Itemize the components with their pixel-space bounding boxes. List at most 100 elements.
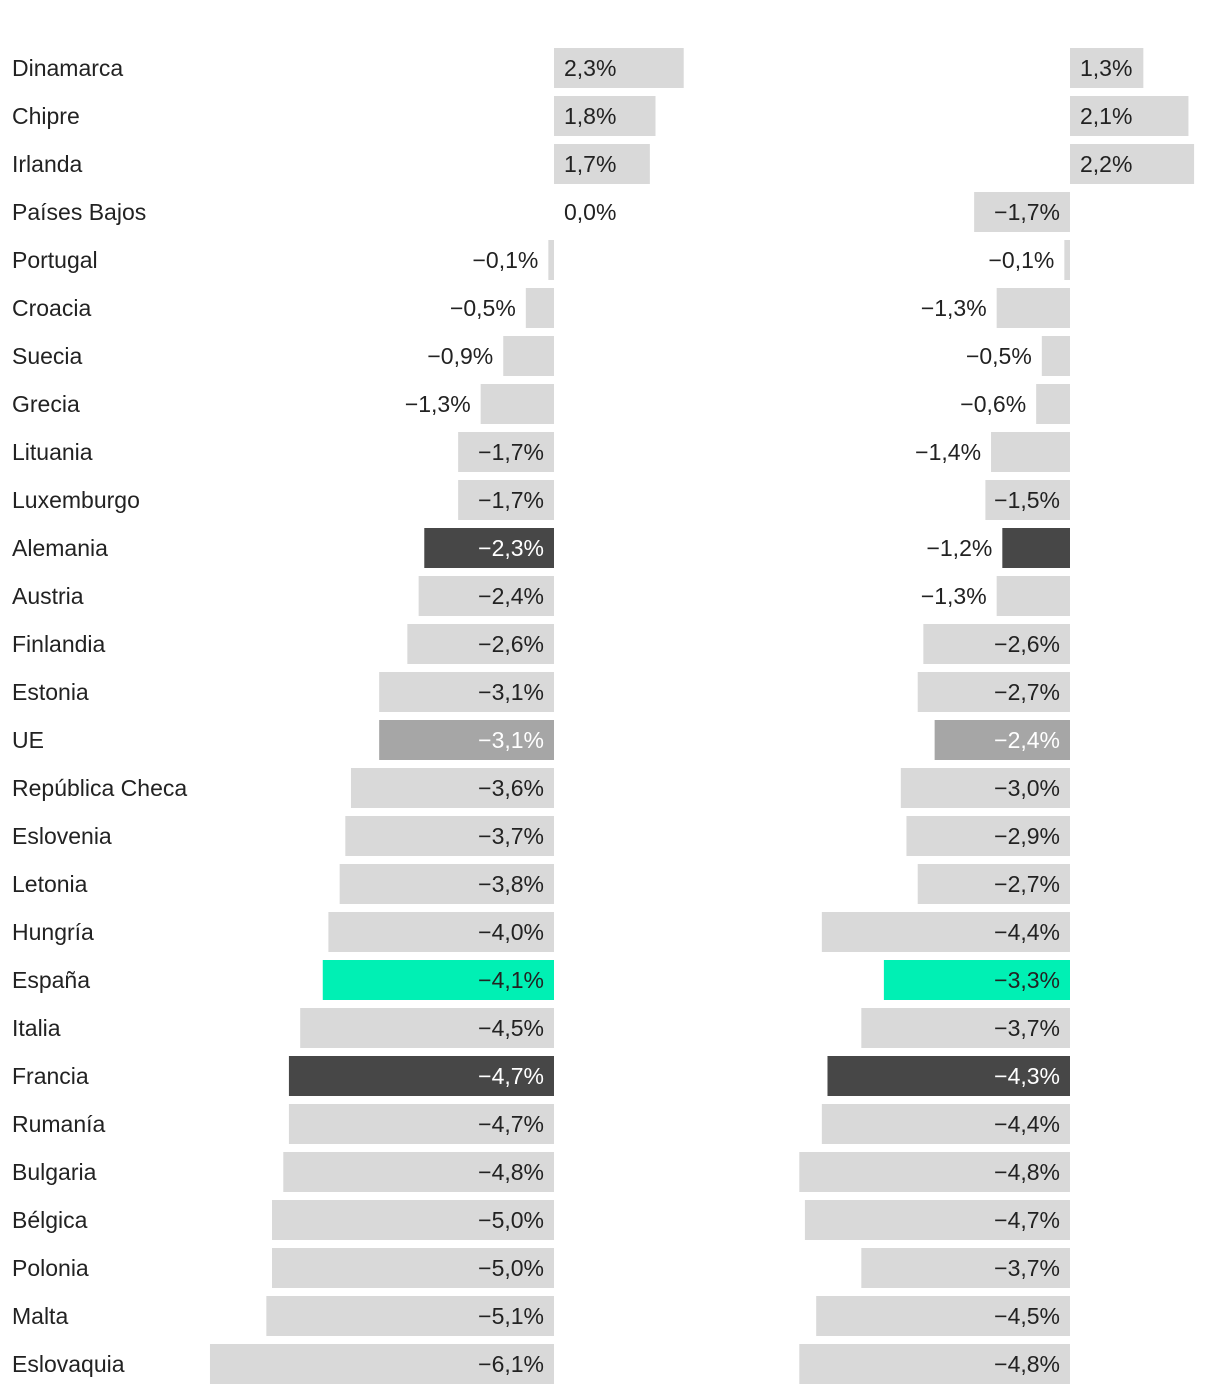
- bar-s2-polonia: [861, 1248, 1070, 1288]
- bar-s2-luxemburgo: [985, 480, 1070, 520]
- bar-s2-malta: [816, 1296, 1070, 1336]
- bar-s1-espana: [322, 960, 554, 1000]
- bar-s1-bulgaria: [283, 1152, 554, 1192]
- bar-s1-republica-checa: [350, 768, 554, 808]
- value-label-s1-finlandia: −2,6%: [478, 631, 544, 657]
- bar-s1-lituania: [458, 432, 554, 472]
- bar-s2-portugal: [1064, 240, 1070, 280]
- value-label-s2-finlandia: −2,6%: [994, 631, 1060, 657]
- bar-s1-austria: [418, 576, 554, 616]
- value-label-s1-ue: −3,1%: [478, 727, 544, 753]
- value-label-s2-bulgaria: −4,8%: [994, 1159, 1060, 1185]
- category-label-croacia: Croacia: [12, 295, 91, 321]
- bar-s1-eslovaquia: [209, 1344, 554, 1384]
- category-label-alemania: Alemania: [12, 535, 108, 561]
- bar-s1-letonia: [339, 864, 554, 904]
- bar-s1-chipre: [554, 96, 656, 136]
- bar-s2-estonia: [917, 672, 1070, 712]
- bar-s1-italia: [300, 1008, 554, 1048]
- bar-s1-rumania: [288, 1104, 554, 1144]
- bar-s1-hungria: [328, 912, 554, 952]
- value-label-s2-chipre: 2,1%: [1080, 103, 1132, 129]
- value-label-s2-rumania: −4,4%: [994, 1111, 1060, 1137]
- category-label-lituania: Lituania: [12, 439, 93, 465]
- bar-s1-francia: [288, 1056, 554, 1096]
- value-label-s2-polonia: −3,7%: [994, 1255, 1060, 1281]
- bar-s1-croacia: [525, 288, 554, 328]
- category-label-irlanda: Irlanda: [12, 151, 83, 177]
- bar-s2-finlandia: [923, 624, 1070, 664]
- bar-s2-italia: [861, 1008, 1070, 1048]
- value-label-s2-lituania: −1,4%: [915, 439, 981, 465]
- category-labels: Dinamarca Chipre Irlanda Países Bajos Portug…: [12, 55, 187, 1377]
- value-label-s2-republica-checa: −3,0%: [994, 775, 1060, 801]
- value-label-s1-alemania: −2,3%: [478, 535, 544, 561]
- bar-s2-francia: [827, 1056, 1070, 1096]
- bar-s1-estonia: [379, 672, 554, 712]
- bar-s2-eslovaquia: [799, 1344, 1070, 1384]
- value-label-s2-estonia: −2,7%: [994, 679, 1060, 705]
- value-label-s1-lituania: −1,7%: [478, 439, 544, 465]
- value-label-s1-paises-bajos: 0,0%: [564, 199, 616, 225]
- value-label-s2-austria: −1,3%: [921, 583, 987, 609]
- bar-s1-ue: [379, 720, 554, 760]
- bar-s1-belgica: [272, 1200, 554, 1240]
- bar-s2-grecia: [1036, 384, 1070, 424]
- bar-s2-austria: [996, 576, 1070, 616]
- value-label-s2-eslovenia: −2,9%: [994, 823, 1060, 849]
- bar-s1-malta: [266, 1296, 554, 1336]
- category-label-hungria: Hungría: [12, 919, 94, 945]
- bar-s1-luxemburgo: [458, 480, 554, 520]
- bar-s2-paises-bajos: [974, 192, 1070, 232]
- value-label-s1-dinamarca: 2,3%: [564, 55, 616, 81]
- bar-s2-belgica: [804, 1200, 1070, 1240]
- category-label-letonia: Letonia: [12, 871, 88, 897]
- bar-s2-rumania: [821, 1104, 1070, 1144]
- bar-s1-irlanda: [554, 144, 650, 184]
- bar-s1-portugal: [548, 240, 554, 280]
- value-label-s2-portugal: −0,1%: [989, 247, 1055, 273]
- value-label-s2-dinamarca: 1,3%: [1080, 55, 1132, 81]
- value-label-s2-grecia: −0,6%: [960, 391, 1026, 417]
- value-label-s1-estonia: −3,1%: [478, 679, 544, 705]
- value-label-s1-francia: −4,7%: [478, 1063, 544, 1089]
- bar-s2-dinamarca: [1070, 48, 1144, 88]
- category-label-espana: España: [12, 967, 90, 993]
- bar-s2-hungria: [821, 912, 1070, 952]
- value-label-s1-suecia: −0,9%: [427, 343, 493, 369]
- value-label-s1-irlanda: 1,7%: [564, 151, 616, 177]
- value-label-s2-paises-bajos: −1,7%: [994, 199, 1060, 225]
- value-label-s1-polonia: −5,0%: [478, 1255, 544, 1281]
- category-label-eslovaquia: Eslovaquia: [12, 1351, 125, 1377]
- category-label-eslovenia: Eslovenia: [12, 823, 112, 849]
- category-label-grecia: Grecia: [12, 391, 80, 417]
- value-label-s2-alemania: −1,2%: [926, 535, 992, 561]
- value-label-s2-belgica: −4,7%: [994, 1207, 1060, 1233]
- bar-s2-lituania: [991, 432, 1070, 472]
- bar-s2-eslovenia: [906, 816, 1070, 856]
- category-label-bulgaria: Bulgaria: [12, 1159, 97, 1185]
- category-label-luxemburgo: Luxemburgo: [12, 487, 140, 513]
- value-label-s2-hungria: −4,4%: [994, 919, 1060, 945]
- value-label-s2-malta: −4,5%: [994, 1303, 1060, 1329]
- bar-s1-alemania: [424, 528, 554, 568]
- value-label-s1-italia: −4,5%: [478, 1015, 544, 1041]
- value-label-s1-republica-checa: −3,6%: [478, 775, 544, 801]
- value-label-s1-bulgaria: −4,8%: [478, 1159, 544, 1185]
- bar-s2-bulgaria: [799, 1152, 1070, 1192]
- category-label-finlandia: Finlandia: [12, 631, 106, 657]
- value-label-s2-ue: −2,4%: [994, 727, 1060, 753]
- bar-s2-letonia: [917, 864, 1070, 904]
- category-label-rumania: Rumanía: [12, 1111, 106, 1137]
- value-label-s2-italia: −3,7%: [994, 1015, 1060, 1041]
- category-label-suecia: Suecia: [12, 343, 83, 369]
- category-label-dinamarca: Dinamarca: [12, 55, 123, 81]
- value-label-s1-espana: −4,1%: [478, 967, 544, 993]
- bar-s1-suecia: [503, 336, 554, 376]
- value-label-s2-croacia: −1,3%: [921, 295, 987, 321]
- value-label-s1-letonia: −3,8%: [478, 871, 544, 897]
- bar-s1-grecia: [480, 384, 554, 424]
- category-label-paises-bajos: Países Bajos: [12, 199, 146, 225]
